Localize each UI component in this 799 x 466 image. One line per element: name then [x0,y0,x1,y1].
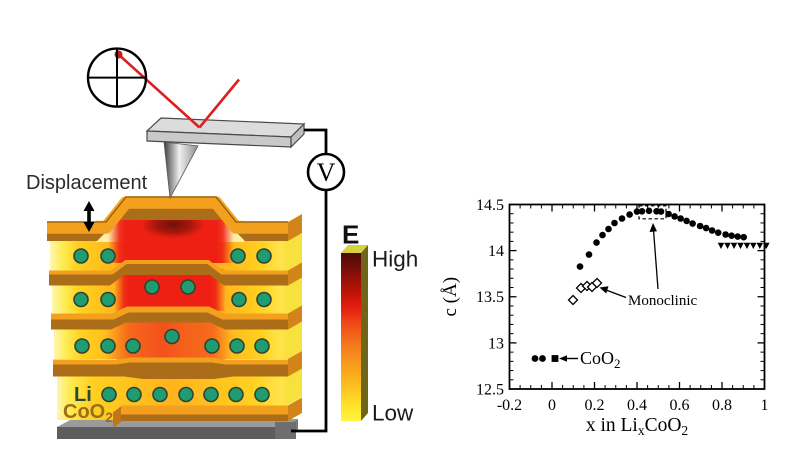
svg-text:-0.2: -0.2 [497,397,522,414]
svg-text:x in LixCoO2: x in LixCoO2 [586,415,688,438]
svg-text:14.5: 14.5 [476,197,504,214]
svg-text:Monoclinic: Monoclinic [628,293,697,309]
svg-text:V: V [317,158,336,187]
svg-text:Low: Low [372,401,414,426]
svg-text:0: 0 [548,397,556,414]
svg-text:CoO2: CoO2 [580,348,621,371]
svg-text:Displacement: Displacement [26,172,148,194]
svg-text:CoO2: CoO2 [63,401,113,425]
svg-text:0.6: 0.6 [670,397,690,414]
svg-text:12.5: 12.5 [476,382,504,399]
svg-text:0.8: 0.8 [712,397,732,414]
svg-text:Li: Li [74,384,92,406]
svg-text:E: E [342,220,359,250]
svg-text:13: 13 [488,336,504,353]
svg-text:0.2: 0.2 [585,397,605,414]
svg-text:14: 14 [488,243,504,260]
svg-text:c (Å): c (Å) [440,277,461,317]
svg-text:13.5: 13.5 [476,289,504,306]
svg-text:High: High [372,247,418,272]
svg-text:0.4: 0.4 [627,397,647,414]
svg-text:1: 1 [761,397,769,414]
